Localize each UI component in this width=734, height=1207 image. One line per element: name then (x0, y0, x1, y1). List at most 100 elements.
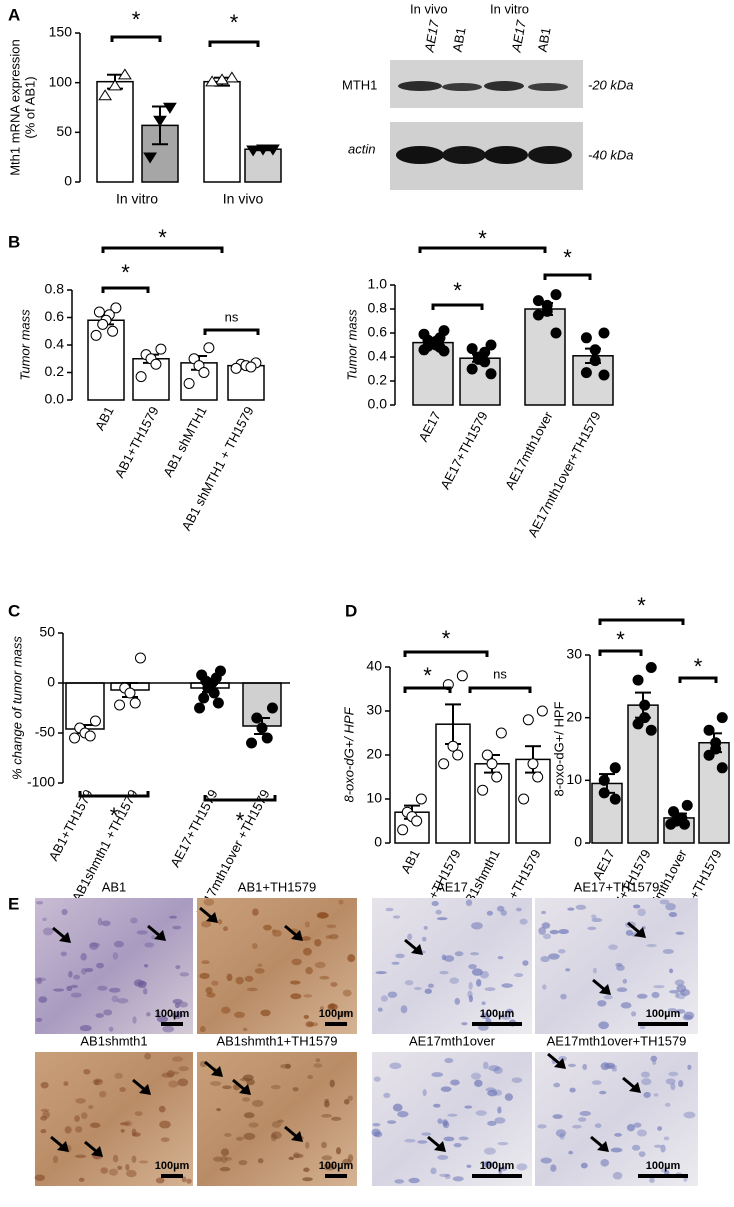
cell (435, 909, 442, 915)
data-point (452, 749, 464, 761)
cell (389, 1062, 402, 1070)
cell (662, 949, 674, 954)
cell (335, 1147, 342, 1155)
cell (467, 990, 473, 999)
arrow-head (291, 1131, 303, 1142)
scale-bar (638, 1174, 688, 1178)
cell (439, 970, 449, 975)
arrow-head (206, 912, 218, 923)
data-point (153, 115, 167, 127)
cell (329, 934, 339, 940)
cell (540, 956, 550, 963)
cell (242, 1074, 254, 1082)
cell (669, 990, 679, 994)
cell (587, 926, 597, 931)
y-tick-label: 10 (566, 771, 582, 787)
cell (444, 955, 455, 962)
data-point (256, 722, 268, 734)
cell (248, 1122, 259, 1128)
cell (391, 961, 400, 965)
cell (422, 1089, 427, 1097)
cell (454, 951, 464, 957)
cell (598, 1021, 609, 1030)
blot-group: In vitro (490, 1, 529, 16)
data-point (150, 358, 162, 370)
cell (138, 1160, 149, 1164)
significance-bracket (101, 246, 224, 253)
significance-label: * (423, 663, 432, 688)
data-point (609, 762, 621, 774)
cell (144, 942, 155, 948)
cell (172, 1056, 184, 1062)
data-point (491, 771, 503, 783)
cell (476, 978, 482, 987)
data-point (703, 749, 715, 761)
arrow-head (239, 1084, 251, 1095)
micrograph-label: AB1+TH1579 (238, 879, 316, 894)
cell (465, 899, 473, 907)
cell (235, 1136, 244, 1141)
cell (199, 1026, 206, 1033)
data-point (580, 367, 592, 379)
cell (447, 1113, 458, 1117)
blot-lane: AB1 (535, 26, 554, 53)
cell (559, 1133, 565, 1140)
cell (430, 1167, 437, 1175)
cell (74, 1115, 80, 1122)
cell (305, 1021, 314, 1028)
cell (505, 1008, 514, 1014)
cell (683, 1111, 696, 1119)
significance-label: ns (225, 309, 239, 324)
data-point (93, 306, 105, 318)
micrograph-label: AB1 (102, 879, 127, 894)
cell (130, 917, 138, 924)
data-point (265, 144, 280, 156)
data-point (598, 327, 610, 339)
cell (433, 1103, 441, 1108)
cell (404, 1138, 416, 1143)
arrow-head (211, 1066, 223, 1077)
cell (514, 973, 524, 978)
cell (63, 1081, 69, 1086)
data-point (143, 152, 158, 164)
bar (203, 80, 241, 183)
significance-bracket (598, 618, 685, 625)
cell (270, 1133, 277, 1142)
micrograph-label: AB1shmth1 (80, 1033, 147, 1048)
x-group-label: In vitro (116, 191, 158, 207)
cell (217, 919, 223, 925)
cell (252, 1099, 264, 1107)
cell (329, 1079, 335, 1088)
significance-label: * (453, 278, 462, 303)
cell (674, 979, 685, 986)
data-point (208, 687, 220, 699)
cell (160, 1137, 170, 1142)
cell (675, 1009, 686, 1014)
cell (234, 1011, 245, 1019)
cell (243, 1132, 256, 1140)
scale-bar (325, 1022, 347, 1026)
cell (649, 1177, 655, 1183)
cell (125, 1163, 130, 1171)
cell (88, 1104, 94, 1109)
significance-label: * (121, 260, 130, 285)
panel-letter: C (8, 601, 20, 620)
cell (549, 929, 559, 935)
data-point (466, 343, 478, 355)
cell (223, 926, 229, 932)
cell (338, 899, 344, 905)
y-tick-label: 150 (49, 24, 73, 40)
data-point (527, 758, 539, 770)
scale-label: 100µm (646, 1008, 681, 1020)
data-point (532, 771, 544, 783)
data-point (224, 71, 239, 83)
cell (417, 1140, 428, 1144)
cell (303, 1167, 310, 1173)
scale-bar (638, 1022, 688, 1026)
cell (550, 1164, 557, 1172)
cell (103, 1009, 113, 1016)
data-point (107, 325, 119, 337)
cell (131, 1128, 137, 1137)
micrograph-label: AB1shmth1+TH1579 (216, 1033, 337, 1048)
cell (625, 929, 633, 936)
